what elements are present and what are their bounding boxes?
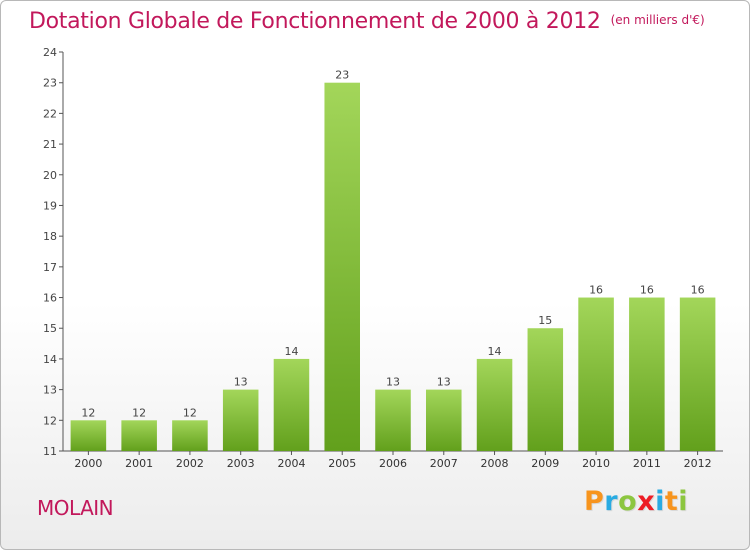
bar: [121, 420, 157, 451]
y-tick-label: 20: [43, 169, 57, 182]
bar: [222, 389, 259, 451]
chart-title-text: Dotation Globale de Fonctionnement de 20…: [29, 9, 601, 34]
x-tick-label: 2002: [176, 457, 204, 470]
proxiti-logo: Proxiti: [584, 486, 688, 517]
data-label: 13: [234, 376, 248, 389]
logo-letter: i: [655, 486, 665, 517]
chart-axes: 11 12 13 14 15 16 17 18 19 20 21 22 23 24 2000 2001 2002…: [43, 46, 723, 470]
bar: [273, 358, 310, 451]
x-tick-label: 2007: [430, 457, 458, 470]
data-label: 14: [488, 345, 502, 358]
y-tick-label: 14: [43, 353, 57, 366]
bar: [172, 420, 208, 451]
x-tick-label: 2005: [328, 457, 356, 470]
data-label: 12: [183, 406, 197, 419]
bar: [426, 389, 462, 451]
bar: [375, 389, 411, 451]
y-tick-label: 15: [43, 322, 57, 335]
logo-letter: r: [604, 486, 619, 517]
x-tick-label: 2000: [74, 457, 102, 470]
bar: [527, 328, 564, 451]
x-tick-label: 2008: [481, 457, 509, 470]
data-label: 15: [538, 314, 552, 327]
bar: [324, 82, 360, 451]
commune-name: MOLAIN: [37, 496, 114, 520]
bar: [476, 358, 513, 451]
logo-letter: o: [618, 486, 638, 517]
y-tick-label: 17: [43, 261, 57, 274]
bar: [629, 297, 665, 451]
data-label: 16: [640, 284, 654, 297]
data-label: 13: [437, 376, 451, 389]
x-tick-label: 2006: [379, 457, 407, 470]
data-label: 16: [589, 284, 603, 297]
data-label: 13: [386, 376, 400, 389]
x-tick-label: 2001: [125, 457, 153, 470]
y-tick-label: 13: [43, 384, 57, 397]
data-label: 14: [284, 345, 298, 358]
data-label: 12: [81, 406, 95, 419]
bar: [578, 297, 614, 451]
y-tick-label: 18: [43, 230, 57, 243]
chart-data-labels: 12 12 12 13 14 23 13 13 14 15 16 16 16: [81, 69, 704, 420]
y-tick-label: 16: [43, 292, 57, 305]
x-tick-label: 2010: [582, 457, 610, 470]
bar: [679, 297, 716, 451]
chart-title: Dotation Globale de Fonctionnement de 20…: [29, 9, 705, 34]
chart-unit: (en milliers d'€): [610, 13, 705, 27]
x-tick-label: 2003: [227, 457, 255, 470]
x-tick-label: 2004: [277, 457, 305, 470]
data-label: 12: [132, 406, 146, 419]
data-label: 23: [335, 69, 349, 82]
y-tick-label: 21: [43, 138, 57, 151]
y-tick-label: 23: [43, 77, 57, 90]
x-tick-label: 2011: [633, 457, 661, 470]
chart-bars: [70, 82, 716, 451]
bar: [70, 420, 107, 451]
logo-letter: i: [678, 486, 689, 517]
y-tick-label: 22: [43, 107, 57, 120]
data-label: 16: [691, 284, 705, 297]
logo-letter: P: [584, 486, 605, 517]
logo-letter: t: [664, 486, 679, 517]
y-tick-label: 12: [43, 414, 57, 427]
y-tick-label: 24: [43, 46, 57, 59]
y-tick-label: 11: [43, 445, 57, 458]
x-tick-label: 2009: [531, 457, 559, 470]
logo-letter: x: [637, 486, 656, 517]
x-tick-label: 2012: [684, 457, 712, 470]
bar-chart: 11 12 13 14 15 16 17 18 19 20 21 22 23 24 2000 2001 2002…: [43, 46, 723, 470]
y-tick-label: 19: [43, 199, 57, 212]
